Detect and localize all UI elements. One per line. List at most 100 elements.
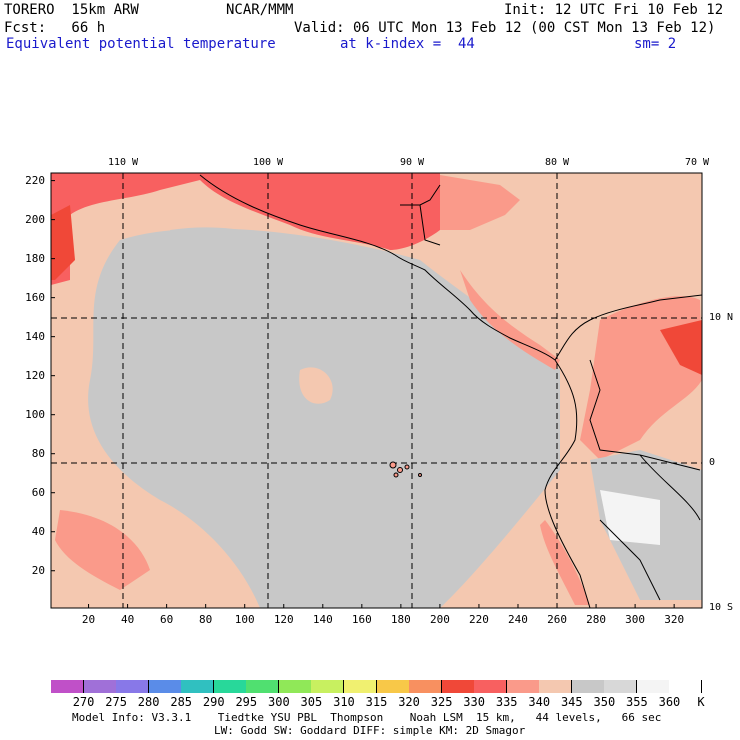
map-frame bbox=[50, 172, 703, 609]
colorbar-label: 340 bbox=[528, 695, 551, 709]
colorbar-label: 355 bbox=[626, 695, 648, 709]
valid-time: Valid: 06 UTC Mon 13 Feb 12 (00 CST Mon … bbox=[294, 20, 716, 36]
x-tick-label: 40 bbox=[120, 613, 135, 626]
y-tick-label: 140 bbox=[25, 329, 45, 343]
colorbar-swatch bbox=[51, 680, 85, 693]
x-tick-label: 20 bbox=[81, 613, 96, 626]
y-tick-label: 180 bbox=[25, 251, 45, 265]
x-tick-label: 300 bbox=[625, 613, 646, 626]
x-tick-label: 140 bbox=[312, 613, 333, 626]
colorbar-label: 300 bbox=[268, 695, 290, 709]
colorbar-swatch bbox=[409, 680, 443, 693]
peach-patch bbox=[299, 367, 333, 404]
red-region-north bbox=[51, 173, 440, 285]
y-tick-label: 60 bbox=[31, 485, 45, 499]
colorbar-swatch bbox=[116, 680, 150, 693]
colorbar-swatch bbox=[246, 680, 280, 693]
y-tick-label: 40 bbox=[31, 524, 45, 538]
colorbar-label: 285 bbox=[170, 695, 193, 709]
white-region-andes bbox=[600, 490, 660, 545]
model-info-line2: LW: Godd SW: Goddard DIFF: simple KM: 2D… bbox=[214, 724, 526, 737]
colorbar-swatch bbox=[636, 680, 670, 693]
colorbar-label: 330 bbox=[463, 695, 485, 709]
init-time: Init: 12 UTC Fri 10 Feb 12 bbox=[504, 2, 724, 18]
colorbar-label: 320 bbox=[398, 695, 420, 709]
longitude-label: 100 W bbox=[252, 157, 284, 168]
salmon-region-southwest bbox=[55, 510, 150, 590]
colorbar-swatch bbox=[278, 680, 312, 693]
colorbar-swatch bbox=[669, 680, 703, 693]
colorbar-swatch bbox=[181, 680, 215, 693]
y-tick-label: 80 bbox=[31, 446, 45, 460]
y-tick-label: 20 bbox=[31, 563, 45, 577]
salmon-region-north bbox=[440, 175, 520, 230]
equivalent-potential-temperature-field bbox=[51, 173, 702, 608]
colorbar-label: 290 bbox=[202, 695, 225, 709]
gray-region-central bbox=[88, 228, 560, 608]
model-info-line1: Model Info: V3.3.1 Tiedtke YSU PBL Thomp… bbox=[72, 711, 662, 724]
forecast-hour: Fcst: 66 h bbox=[4, 20, 106, 36]
colorbar-swatch bbox=[571, 680, 605, 693]
axis-ticks bbox=[51, 180, 675, 608]
colorbar-label: 310 bbox=[333, 695, 355, 709]
colorbar-swatch bbox=[213, 680, 247, 693]
field-name: Equivalent potential temperature bbox=[6, 36, 276, 52]
longitude-label: 80 W bbox=[544, 157, 570, 168]
x-tick-label: 160 bbox=[351, 613, 372, 626]
x-tick-label: 100 bbox=[234, 613, 255, 626]
latitude-label: 10 N bbox=[709, 312, 734, 323]
x-tick-label: 80 bbox=[199, 613, 213, 626]
y-tick-label: 120 bbox=[25, 368, 45, 382]
colorbar-label: 350 bbox=[593, 695, 616, 709]
salmon-region-coast-south bbox=[540, 520, 590, 605]
colorbar-swatch bbox=[83, 680, 117, 693]
colorbar-label: 360 bbox=[658, 695, 681, 709]
x-tick-label: 320 bbox=[664, 613, 685, 626]
colorbar-label: 270 bbox=[72, 695, 95, 709]
latitude-label: 0 bbox=[709, 457, 716, 468]
colorbar-swatch bbox=[539, 680, 573, 693]
y-tick-label: 220 bbox=[25, 173, 45, 187]
colorbar-swatch bbox=[604, 680, 638, 693]
colorbar-swatch bbox=[376, 680, 410, 693]
red-region-northwest bbox=[51, 205, 75, 280]
colorbar-swatch bbox=[506, 680, 540, 693]
coastlines bbox=[199, 174, 702, 608]
colorbar-label: 345 bbox=[560, 695, 583, 709]
colorbar-swatch bbox=[148, 680, 182, 693]
longitude-label: 90 W bbox=[399, 157, 425, 168]
x-tick-label: 120 bbox=[273, 613, 294, 626]
y-tick-label: 200 bbox=[25, 212, 45, 226]
x-tick-label: 260 bbox=[547, 613, 567, 626]
colorbar-label: 315 bbox=[365, 695, 388, 709]
gray-region-south bbox=[278, 520, 370, 608]
x-tick-label: 220 bbox=[469, 613, 489, 626]
colorbar-unit: K bbox=[697, 695, 705, 709]
colorbar-label: 280 bbox=[137, 695, 160, 709]
colorbar-swatch bbox=[343, 680, 377, 693]
smoothing: sm= 2 bbox=[634, 36, 677, 52]
latitude-label: 10 S bbox=[709, 602, 734, 613]
longitude-label: 70 W bbox=[684, 157, 710, 168]
y-tick-label: 160 bbox=[25, 290, 45, 304]
model-title: TORERO 15km ARW bbox=[4, 2, 139, 18]
y-tick-label: 100 bbox=[25, 407, 45, 421]
organization: NCAR/MMM bbox=[226, 2, 294, 18]
longitude-label: 110 W bbox=[107, 157, 139, 168]
colorbar-label: 325 bbox=[430, 695, 453, 709]
galapagos-islands bbox=[389, 461, 422, 478]
x-tick-label: 280 bbox=[586, 613, 606, 626]
vertical-level: at k-index = 44 bbox=[340, 36, 475, 52]
salmon-region-isthmus bbox=[460, 270, 560, 370]
colorbar-swatch bbox=[311, 680, 345, 693]
x-tick-label: 180 bbox=[390, 613, 411, 626]
x-tick-label: 200 bbox=[429, 613, 450, 626]
colorbar-label: 305 bbox=[300, 695, 323, 709]
colorbar-label: 335 bbox=[495, 695, 518, 709]
gray-region-north bbox=[170, 227, 330, 300]
colorbar-swatch bbox=[441, 680, 475, 693]
red-region-east bbox=[660, 320, 702, 375]
x-tick-label: 240 bbox=[508, 613, 528, 626]
colorbar-label: 295 bbox=[235, 695, 258, 709]
